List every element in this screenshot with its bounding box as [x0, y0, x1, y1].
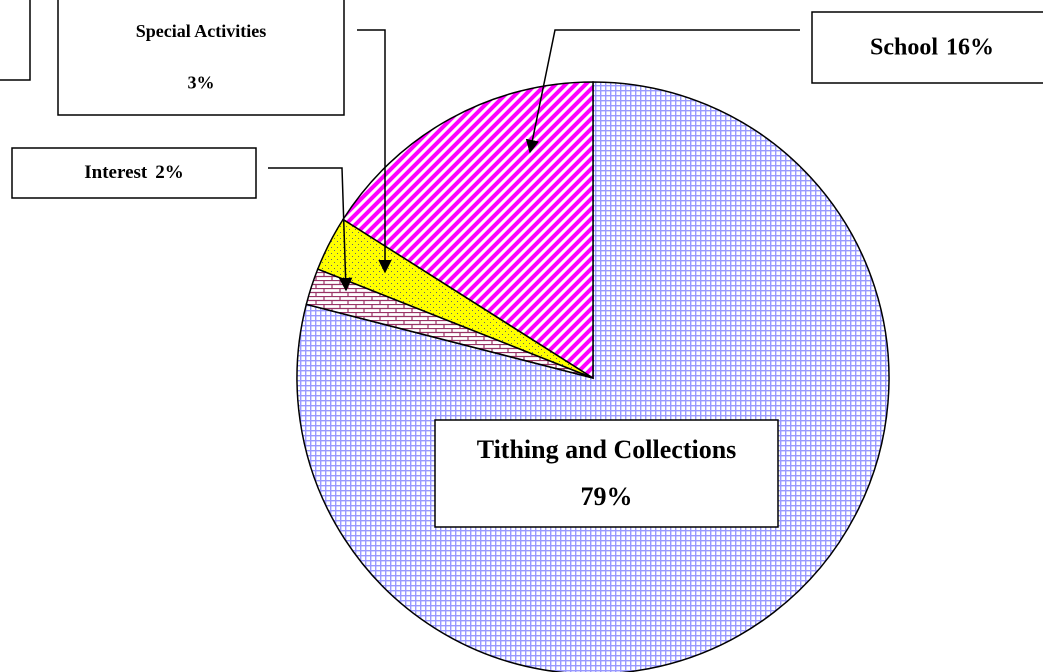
slice-label: Special Activities [136, 21, 266, 41]
pie-slice [342, 81, 594, 380]
leader-line [268, 167, 353, 292]
label-box [811, 11, 1043, 84]
label-box [11, 147, 257, 199]
leader-line [357, 29, 392, 274]
slice-label: Tithing and Collections [477, 435, 737, 464]
slice-value-label: 79% [581, 482, 633, 511]
label-box [57, 0, 345, 116]
label-box [434, 419, 779, 528]
leader-line [525, 29, 800, 154]
slice-label: School 16% [870, 34, 994, 60]
slice-category: School [870, 34, 938, 60]
slice-label: Interest 2% [84, 162, 183, 183]
slice-value-label: 2% [155, 162, 184, 183]
slice-value-label: 16% [946, 34, 994, 60]
cut-off-label-box [0, 0, 31, 81]
slice-value-label: 3% [188, 73, 215, 93]
slice-category: Interest [84, 162, 148, 183]
